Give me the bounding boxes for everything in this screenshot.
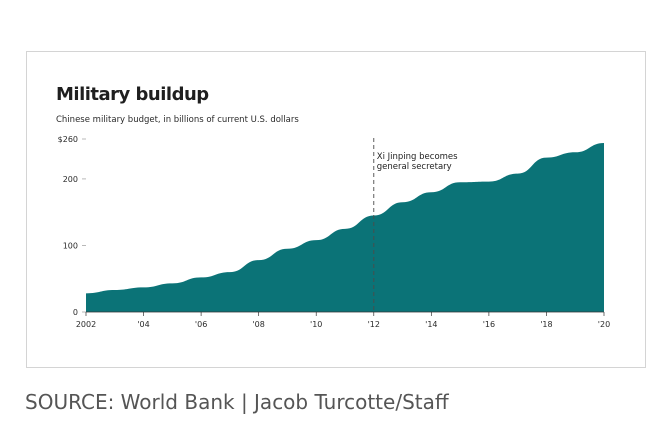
chart-title: Military buildup <box>56 84 209 105</box>
chart-subtitle: Chinese military budget, in billions of … <box>56 115 299 125</box>
x-tick-label: '08 <box>252 320 264 329</box>
x-tick-label: '06 <box>195 320 207 329</box>
y-tick-label: 100 <box>63 241 78 250</box>
annotation-text: Xi Jinping becomes <box>377 152 458 162</box>
x-tick-label: '16 <box>483 320 495 329</box>
y-tick-label: 200 <box>63 175 78 184</box>
annotation-text: general secretary <box>377 162 452 172</box>
x-tick-label: 2002 <box>76 320 96 329</box>
budget-area <box>86 142 604 312</box>
x-tick-label: '12 <box>368 320 380 329</box>
y-tick-label: $260 <box>58 135 78 144</box>
source-credit: SOURCE: World Bank | Jacob Turcotte/Staf… <box>25 390 449 414</box>
x-tick-label: '18 <box>540 320 552 329</box>
x-tick-label: '14 <box>425 320 437 329</box>
x-tick-label: '20 <box>598 320 610 329</box>
x-tick-label: '10 <box>310 320 322 329</box>
y-tick-label: 0 <box>73 308 78 317</box>
x-tick-label: '04 <box>137 320 149 329</box>
